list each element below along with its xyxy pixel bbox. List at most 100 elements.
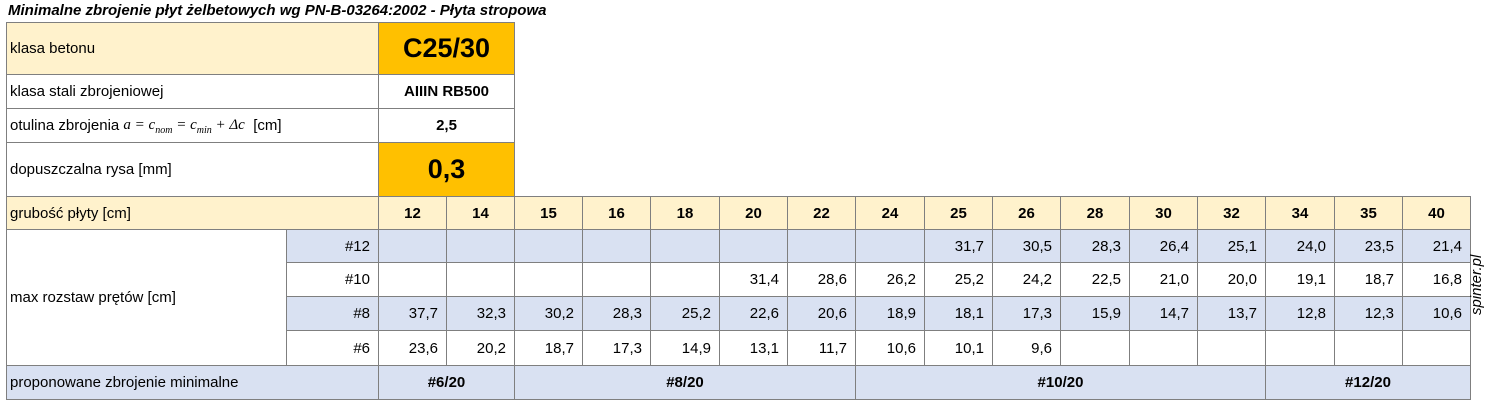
- spacing-cell: 17,3: [992, 296, 1061, 331]
- spacing-cell: [378, 229, 447, 263]
- thickness-value-15: 15: [514, 196, 583, 230]
- thickness-value-24: 24: [855, 196, 925, 230]
- steel-class-value: AIIIN RB500: [378, 74, 515, 109]
- spacing-cell: 21,0: [1129, 262, 1198, 297]
- page-title: Minimalne zbrojenie płyt żelbetowych wg …: [8, 2, 547, 19]
- proposed-reinforcement: #10/20: [855, 365, 1266, 400]
- spacing-cell: 14,7: [1129, 296, 1198, 331]
- spacing-cell: 9,6: [992, 330, 1061, 366]
- spacing-cell: 18,1: [924, 296, 993, 331]
- thickness-value-25: 25: [924, 196, 993, 230]
- thickness-value-20: 20: [719, 196, 788, 230]
- spacing-cell: 12,3: [1334, 296, 1403, 331]
- spacing-cell: [446, 229, 515, 263]
- spacing-cell: 20,2: [446, 330, 515, 366]
- thickness-value-34: 34: [1265, 196, 1335, 230]
- thickness-value-22: 22: [787, 196, 856, 230]
- spacing-cell: [514, 229, 583, 263]
- spacing-cell: 18,9: [855, 296, 925, 331]
- spacing-cell: [1197, 330, 1266, 366]
- spacing-cell: 21,4: [1402, 229, 1471, 263]
- thickness-value-14: 14: [446, 196, 515, 230]
- spacing-cell: 16,8: [1402, 262, 1471, 297]
- spacing-cell: 25,1: [1197, 229, 1266, 263]
- concrete-class-value: C25/30: [378, 22, 515, 75]
- crack-width-value: 0,3: [378, 142, 515, 197]
- max-spacing-label: max rozstaw prętów [cm]: [6, 229, 287, 366]
- spacing-cell: [650, 229, 720, 263]
- spacing-cell: [1129, 330, 1198, 366]
- cover-formula: a = cnom = cmin + Δc: [123, 117, 245, 136]
- spacing-cell: [514, 262, 583, 297]
- spacing-cell: 22,5: [1060, 262, 1130, 297]
- spacing-cell: 30,2: [514, 296, 583, 331]
- spacing-cell: 25,2: [650, 296, 720, 331]
- spacing-cell: 23,6: [378, 330, 447, 366]
- spacing-cell: [1060, 330, 1130, 366]
- spacing-cell: 10,6: [855, 330, 925, 366]
- spacing-cell: [787, 229, 856, 263]
- spacing-cell: 13,1: [719, 330, 788, 366]
- thickness-value-12: 12: [378, 196, 447, 230]
- steel-class-label: klasa stali zbrojeniowej: [6, 74, 379, 109]
- spacing-cell: 28,6: [787, 262, 856, 297]
- spacing-cell: 19,1: [1265, 262, 1335, 297]
- spacing-cell: 18,7: [1334, 262, 1403, 297]
- thickness-value-32: 32: [1197, 196, 1266, 230]
- spacing-cell: 23,5: [1334, 229, 1403, 263]
- thickness-value-40: 40: [1402, 196, 1471, 230]
- spacing-cell: [719, 229, 788, 263]
- spacing-cell: 20,6: [787, 296, 856, 331]
- spacing-cell: 24,2: [992, 262, 1061, 297]
- spacing-cell: [1265, 330, 1335, 366]
- spacing-cell: 10,6: [1402, 296, 1471, 331]
- spacing-cell: 14,9: [650, 330, 720, 366]
- spacing-cell: [378, 262, 447, 297]
- spacing-cell: [1334, 330, 1403, 366]
- spacing-cell: 26,2: [855, 262, 925, 297]
- spacing-cell: 25,2: [924, 262, 993, 297]
- spacing-cell: 11,7: [787, 330, 856, 366]
- spacing-cell: 13,7: [1197, 296, 1266, 331]
- spacing-cell: 20,0: [1197, 262, 1266, 297]
- thickness-value-35: 35: [1334, 196, 1403, 230]
- cover-value: 2,5: [378, 108, 515, 143]
- spacing-cell: 24,0: [1265, 229, 1335, 263]
- spacing-cell: 26,4: [1129, 229, 1198, 263]
- watermark: spinter.pl: [1468, 254, 1485, 315]
- spacing-cell: 10,1: [924, 330, 993, 366]
- spacing-cell: 15,9: [1060, 296, 1130, 331]
- concrete-class-label: klasa betonu: [6, 22, 379, 75]
- proposed-reinforcement: #6/20: [378, 365, 515, 400]
- bar-diameter-label: #6: [286, 330, 379, 366]
- spacing-cell: 28,3: [582, 296, 651, 331]
- thickness-value-28: 28: [1060, 196, 1130, 230]
- proposed-label: proponowane zbrojenie minimalne: [6, 365, 379, 400]
- cover-label: otulina zbrojenia a = cnom = cmin + Δc […: [6, 108, 379, 143]
- spacing-cell: 12,8: [1265, 296, 1335, 331]
- thickness-value-26: 26: [992, 196, 1061, 230]
- spacing-cell: [1402, 330, 1471, 366]
- spacing-cell: [650, 262, 720, 297]
- spacing-cell: 37,7: [378, 296, 447, 331]
- thickness-value-16: 16: [582, 196, 651, 230]
- crack-width-label: dopuszczalna rysa [mm]: [6, 142, 379, 197]
- cover-label-prefix: otulina zbrojenia: [10, 117, 120, 134]
- bar-diameter-label: #12: [286, 229, 379, 263]
- spacing-cell: 28,3: [1060, 229, 1130, 263]
- bar-diameter-label: #8: [286, 296, 379, 331]
- spacing-cell: [582, 229, 651, 263]
- thickness-value-18: 18: [650, 196, 720, 230]
- thickness-label: grubość płyty [cm]: [6, 196, 379, 230]
- bar-diameter-label: #10: [286, 262, 379, 297]
- thickness-value-30: 30: [1129, 196, 1198, 230]
- spacing-cell: [582, 262, 651, 297]
- spacing-cell: 31,4: [719, 262, 788, 297]
- proposed-reinforcement: #8/20: [514, 365, 856, 400]
- spacing-cell: 31,7: [924, 229, 993, 263]
- cover-unit: [cm]: [253, 117, 282, 134]
- proposed-reinforcement: #12/20: [1265, 365, 1471, 400]
- spacing-cell: 22,6: [719, 296, 788, 331]
- spacing-cell: [855, 229, 925, 263]
- spacing-cell: 17,3: [582, 330, 651, 366]
